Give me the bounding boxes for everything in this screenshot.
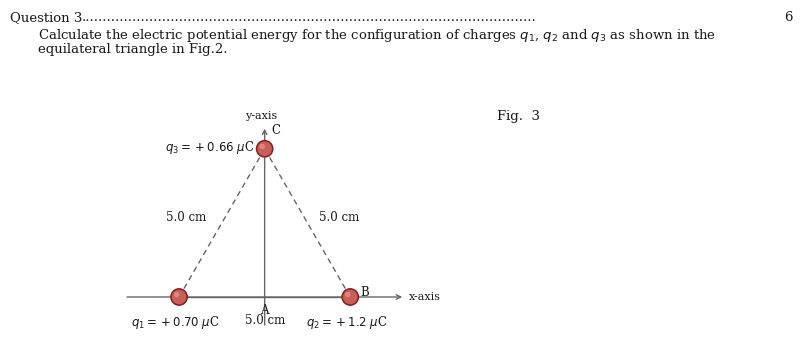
Text: equilateral triangle in Fig.2.: equilateral triangle in Fig.2. xyxy=(38,43,228,56)
Text: C: C xyxy=(272,125,281,138)
Circle shape xyxy=(344,290,357,304)
Circle shape xyxy=(260,144,264,148)
Circle shape xyxy=(258,142,271,155)
Text: B: B xyxy=(361,286,369,299)
Text: $q_1 = +0.70\ \mu$C: $q_1 = +0.70\ \mu$C xyxy=(132,314,220,331)
Text: 6: 6 xyxy=(784,11,793,24)
Text: $q_3 = +0.66\ \mu$C: $q_3 = +0.66\ \mu$C xyxy=(165,139,254,156)
Text: $q_2 = +1.2\ \mu$C: $q_2 = +1.2\ \mu$C xyxy=(306,314,387,331)
Text: 5.0 cm: 5.0 cm xyxy=(245,314,285,327)
Text: 5.0 cm: 5.0 cm xyxy=(319,211,359,224)
Text: y-axis: y-axis xyxy=(245,111,277,121)
Text: Fig.  3: Fig. 3 xyxy=(497,110,541,124)
Text: A: A xyxy=(261,304,269,317)
Text: x-axis: x-axis xyxy=(408,292,440,302)
Circle shape xyxy=(172,290,185,304)
Circle shape xyxy=(257,140,273,157)
Circle shape xyxy=(171,289,188,305)
Text: ................................................................................: ........................................… xyxy=(82,11,537,24)
Text: Calculate the electric potential energy for the configuration of charges $q_1$, : Calculate the electric potential energy … xyxy=(38,27,716,44)
Text: 5.0 cm: 5.0 cm xyxy=(166,211,206,224)
Circle shape xyxy=(175,293,179,297)
Circle shape xyxy=(342,289,358,305)
Text: Question 3: Question 3 xyxy=(10,11,87,24)
Circle shape xyxy=(346,293,350,297)
